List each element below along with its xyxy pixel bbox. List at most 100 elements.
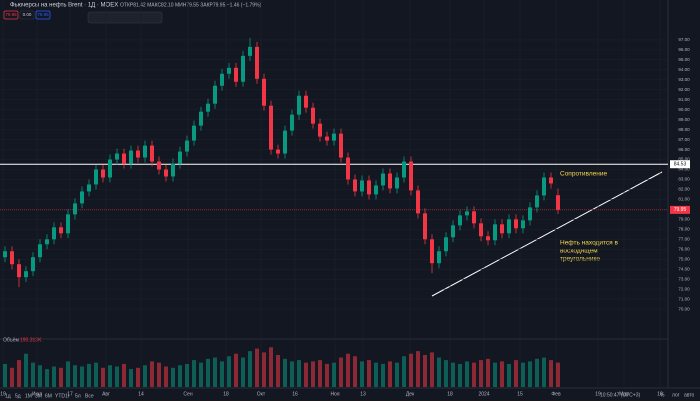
candle-body bbox=[220, 73, 224, 86]
candle-body bbox=[507, 219, 511, 234]
annotation-line: восходящем bbox=[560, 248, 598, 255]
candle-body bbox=[423, 213, 427, 240]
y-tick-label: 74.00 bbox=[678, 266, 690, 271]
volume-bar bbox=[353, 356, 357, 387]
y-tick-label: 88.00 bbox=[678, 127, 690, 132]
candle-body bbox=[108, 159, 112, 178]
candle-body bbox=[437, 251, 441, 264]
candle-body bbox=[80, 191, 84, 204]
candle-body bbox=[493, 224, 497, 241]
volume-bar bbox=[185, 363, 189, 387]
volume-bar bbox=[276, 354, 280, 387]
candle-body bbox=[388, 173, 392, 189]
x-tick-label: Июл bbox=[32, 391, 42, 397]
candle-body bbox=[542, 177, 546, 196]
volume-bar bbox=[493, 362, 497, 387]
range-button[interactable]: YTD bbox=[55, 393, 65, 399]
x-tick-label: 15 bbox=[517, 391, 523, 397]
candle-body bbox=[346, 157, 350, 180]
scale-button[interactable]: авто bbox=[684, 392, 695, 398]
price-box-label[interactable]: 79.95 bbox=[37, 12, 49, 17]
candle-body bbox=[367, 180, 371, 195]
volume-bar bbox=[248, 351, 252, 387]
y-tick-label: 92.00 bbox=[678, 87, 690, 92]
candle-body bbox=[528, 207, 532, 221]
candle-body bbox=[31, 257, 35, 272]
price-box-label: 79.95 bbox=[674, 207, 687, 213]
price-box[interactable] bbox=[3, 10, 19, 20]
y-tick-label: 70.00 bbox=[678, 306, 690, 311]
scale-button[interactable]: % bbox=[660, 392, 665, 398]
drawing-toolbar[interactable] bbox=[87, 11, 163, 24]
price-box-label[interactable]: 79.95 bbox=[5, 12, 17, 17]
candle-body bbox=[38, 244, 42, 258]
candle-body bbox=[192, 125, 196, 141]
volume-bar bbox=[542, 357, 546, 387]
range-button[interactable]: 5д bbox=[15, 393, 21, 399]
price-box[interactable] bbox=[35, 10, 51, 20]
price-box-label[interactable]: 0.00 bbox=[23, 12, 32, 17]
x-tick-label: Окт bbox=[257, 391, 266, 397]
range-button[interactable]: 1М bbox=[25, 393, 32, 399]
y-tick-label: 76.00 bbox=[678, 246, 690, 251]
chart-title: Фьючерсы на нефть Brent · 1Д · MOEX bbox=[10, 3, 118, 9]
x-tick-label: 16 bbox=[292, 391, 298, 397]
x-tick-label: Ноя bbox=[330, 391, 339, 397]
volume-bar bbox=[304, 362, 308, 387]
price-box[interactable] bbox=[19, 10, 35, 20]
volume-bar bbox=[269, 347, 273, 387]
volume-bar bbox=[241, 357, 245, 387]
candle-body bbox=[178, 151, 182, 164]
y-tick-label: 84.00 bbox=[678, 167, 690, 172]
volume-bar bbox=[437, 357, 441, 387]
candle-body bbox=[451, 225, 455, 238]
volume-bar bbox=[87, 363, 91, 387]
range-button[interactable]: Все bbox=[85, 393, 94, 399]
resistance-text: Сопротивление bbox=[560, 171, 607, 178]
range-button[interactable]: 5л bbox=[75, 393, 81, 399]
candle-body bbox=[360, 180, 364, 192]
candle-body bbox=[94, 169, 98, 185]
volume-bar bbox=[66, 361, 70, 387]
volume-bar bbox=[465, 361, 469, 387]
volume-bar bbox=[367, 360, 371, 387]
range-button[interactable]: 3М bbox=[35, 393, 42, 399]
volume-bar bbox=[521, 362, 525, 387]
volume-bar bbox=[318, 360, 322, 387]
y-tick-label: 97.00 bbox=[678, 37, 690, 42]
volume-bar bbox=[549, 360, 553, 387]
range-button[interactable]: 1г bbox=[65, 393, 70, 399]
candle-body bbox=[549, 177, 553, 184]
volume-bar bbox=[500, 361, 504, 387]
candle-body bbox=[66, 214, 70, 234]
y-tick-label: 90.00 bbox=[678, 107, 690, 112]
candle-body bbox=[199, 111, 203, 126]
y-tick-label: 83.00 bbox=[678, 177, 690, 182]
candle-body bbox=[276, 149, 280, 154]
volume-bar bbox=[3, 363, 7, 387]
clock: 10:50:47 (UTC+3) bbox=[600, 392, 640, 398]
range-button[interactable]: 6М bbox=[45, 393, 52, 399]
y-tick-label: 82.00 bbox=[678, 187, 690, 192]
volume-bar bbox=[255, 348, 259, 387]
volume-bar bbox=[143, 365, 147, 387]
volume-bar bbox=[479, 360, 483, 387]
volume-bar bbox=[17, 360, 21, 387]
range-button[interactable]: 1д bbox=[5, 393, 11, 399]
candle-body bbox=[87, 184, 91, 192]
volume-bar bbox=[31, 362, 35, 387]
y-tick-label: 91.00 bbox=[678, 97, 690, 102]
volume-bar bbox=[535, 358, 539, 387]
candle-body bbox=[164, 169, 168, 177]
candle-body bbox=[206, 103, 210, 112]
y-tick-label: 85.00 bbox=[678, 157, 690, 162]
volume-bar bbox=[360, 361, 364, 387]
volume-bar bbox=[129, 369, 133, 387]
candle-body bbox=[402, 161, 406, 178]
candle-body bbox=[185, 140, 189, 152]
volume-bar bbox=[451, 362, 455, 387]
scale-button[interactable]: лог bbox=[672, 392, 680, 398]
candle-body bbox=[514, 219, 518, 229]
candle-body bbox=[129, 150, 133, 164]
annotation-line: Нефть находится в bbox=[560, 240, 618, 247]
